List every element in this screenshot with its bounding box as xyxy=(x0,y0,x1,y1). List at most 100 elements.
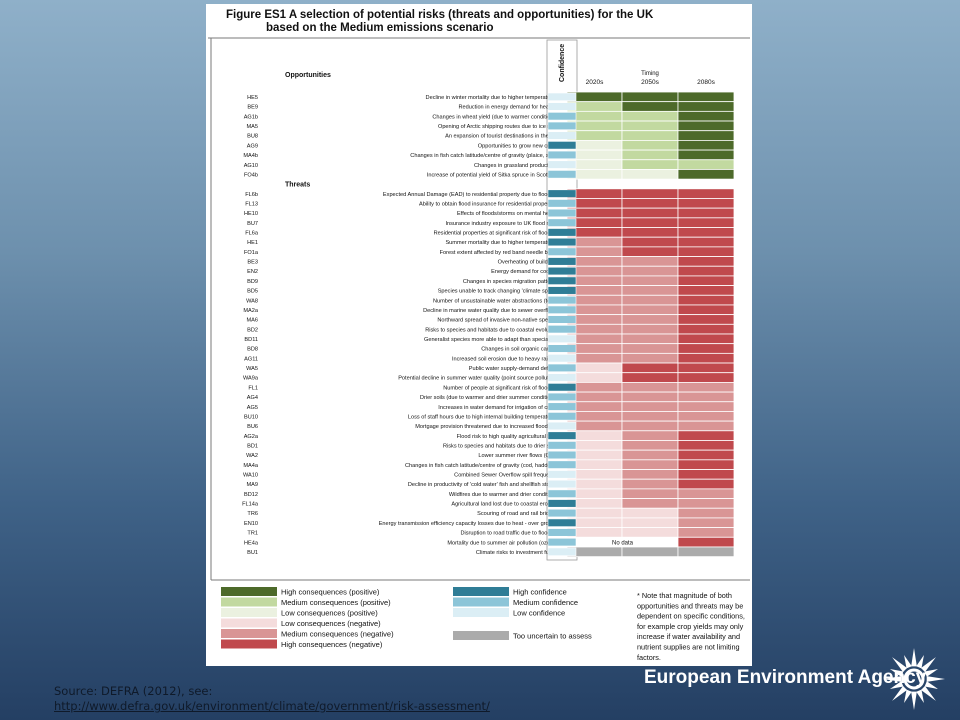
risk-code: MA6 xyxy=(246,318,258,324)
confidence-cell xyxy=(547,421,577,431)
timing-cell-2050s xyxy=(621,217,679,228)
risk-label: Number of people at significant risk of … xyxy=(443,385,558,391)
sun-core xyxy=(903,668,925,690)
sun-ray xyxy=(904,654,912,669)
timing-cell-2050s xyxy=(621,149,679,161)
figure-title-line1: Figure ES1 A selection of potential risk… xyxy=(226,9,654,21)
legend-swatch-L+ xyxy=(221,608,277,617)
legend-label: Low confidence xyxy=(513,609,565,618)
risk-code: MA4a xyxy=(243,463,259,469)
confidence-cell xyxy=(547,189,577,198)
timing-cell-2050s xyxy=(621,169,679,180)
timing-cell-2050s xyxy=(621,285,679,296)
timing-cell-2080s xyxy=(677,517,735,528)
timing-cell-2080s xyxy=(677,130,735,141)
risk-code: FO1a xyxy=(244,250,259,256)
timing-cell-2080s xyxy=(677,333,735,345)
risk-code: BU8 xyxy=(247,134,258,140)
confidence-cell xyxy=(547,383,577,392)
risk-label: Mortality due to summer air pollution (o… xyxy=(447,540,558,546)
confidence-cell xyxy=(547,412,577,421)
legend-swatch-M+ xyxy=(221,597,277,607)
source-text: Source: DEFRA (2012), see: xyxy=(54,684,213,698)
risk-code: MA5 xyxy=(246,124,258,130)
sun-ray xyxy=(924,669,939,677)
threats-heading: Threats xyxy=(285,182,310,189)
confidence-heading: Confidence xyxy=(559,44,566,82)
timing-cell-2050s xyxy=(621,110,679,122)
confidence-cell xyxy=(547,305,577,314)
timing-cell-2050s xyxy=(621,236,679,248)
risk-label: Changes in species migration patterns xyxy=(463,279,558,285)
confidence-cell xyxy=(547,92,577,101)
timing-cell-2080s xyxy=(677,304,735,316)
risk-label: Number of unsustainable water abstractio… xyxy=(433,298,558,304)
legend-label: Medium consequences (negative) xyxy=(281,630,394,639)
risk-label: Mortgage provision threatened due to inc… xyxy=(415,424,558,430)
risk-code: HE4a xyxy=(244,540,259,546)
risk-code: WA9a xyxy=(243,376,259,382)
risk-label: Increased soil erosion due to heavy rain… xyxy=(452,356,558,362)
risk-label: Scouring of road and rail bridges xyxy=(477,511,558,517)
confidence-cell xyxy=(547,276,577,285)
timing-cell-2080s xyxy=(677,362,735,374)
risk-label: Overheating of buildings xyxy=(498,260,559,266)
legend-label: Too uncertain to assess xyxy=(513,632,592,641)
risk-code: AG11 xyxy=(244,356,258,362)
timing-cell-2080s xyxy=(677,507,735,519)
confidence-cell xyxy=(547,508,577,518)
sun-ray xyxy=(920,657,936,673)
confidence-cell xyxy=(547,479,577,489)
timing-cell-2050s xyxy=(621,507,679,519)
legend-label: Low consequences (negative) xyxy=(281,619,381,628)
timing-cell-2050s xyxy=(621,546,679,558)
risk-code: HE10 xyxy=(244,211,258,217)
timing-cell-2080s xyxy=(677,449,735,461)
timing-cell-2050s xyxy=(621,440,679,451)
legend-label: Low consequences (positive) xyxy=(281,609,378,618)
footnote-line: factors. xyxy=(637,653,661,662)
risk-code: BU6 xyxy=(247,424,258,430)
timing-cell-2080s xyxy=(677,294,735,306)
legend-swatch-CM xyxy=(453,597,509,607)
timing-cell-2080s xyxy=(677,149,735,161)
confidence-cell xyxy=(547,121,577,131)
risk-code: AG9 xyxy=(247,143,258,149)
confidence-cell xyxy=(547,141,577,150)
confidence-cell xyxy=(547,392,577,402)
risk-code: BU1 xyxy=(247,550,258,556)
timing-cell-2080s xyxy=(677,420,735,432)
source-link[interactable]: http://www.defra.gov.uk/environment/clim… xyxy=(54,699,490,713)
timing-cell-2080s xyxy=(677,478,735,490)
confidence-cell xyxy=(547,295,577,305)
confidence-cell xyxy=(547,208,577,218)
timing-cell-2050s xyxy=(621,381,679,393)
timing-cell-2050s xyxy=(621,314,679,325)
timing-cell-2050s xyxy=(621,343,679,354)
confidence-cell xyxy=(547,150,577,160)
confidence-cell xyxy=(547,431,577,440)
risk-code: BD5 xyxy=(247,289,258,295)
timing-cell-2080s xyxy=(677,488,735,499)
footnote-line: opportunities and threats may be xyxy=(637,601,743,610)
timing-cell-2080s xyxy=(677,275,735,287)
risk-code: WA5 xyxy=(246,366,258,372)
timing-cell-2050s xyxy=(621,130,679,141)
risk-code: TR6 xyxy=(247,511,258,517)
timing-cell-2050s xyxy=(621,411,679,422)
sun-ray xyxy=(926,676,945,682)
legend-swatch-L- xyxy=(221,618,277,628)
timing-cell-2080s xyxy=(677,381,735,393)
risk-label: Loss of staff hours due to high internal… xyxy=(408,414,558,420)
footnote-line: dependent on specific conditions, xyxy=(637,612,745,621)
risk-code: AG1b xyxy=(244,114,258,120)
confidence-cell xyxy=(547,489,577,498)
risk-label: Flood risk to high quality agricultural … xyxy=(457,434,558,440)
confidence-cell xyxy=(547,441,577,450)
risk-code: EN2 xyxy=(247,269,258,275)
sun-ray xyxy=(924,681,939,689)
risk-code: MA9 xyxy=(246,482,258,488)
timing-cell-2050s xyxy=(621,498,679,509)
legend-swatch-H- xyxy=(221,639,277,649)
risk-label: Northward spread of invasive non-native … xyxy=(437,318,558,324)
